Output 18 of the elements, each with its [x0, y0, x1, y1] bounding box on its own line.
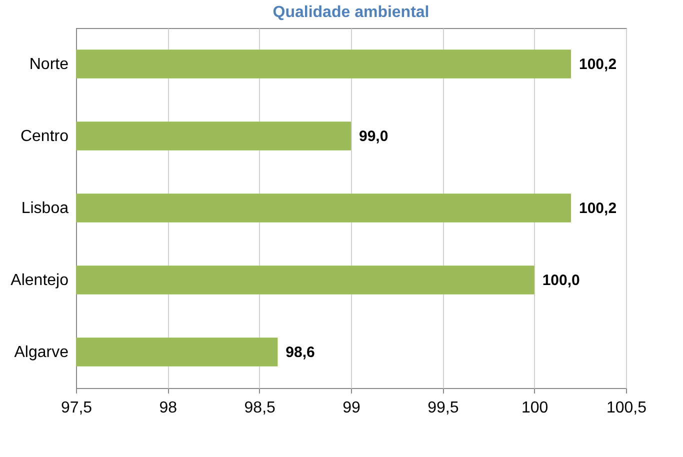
x-tick-label: 98: [159, 400, 178, 416]
x-tick-label: 98,5: [244, 400, 276, 416]
x-tick-label: 100,5: [606, 400, 647, 416]
x-tick-label: 100: [521, 400, 548, 416]
y-tick-label: Norte: [29, 56, 69, 73]
chart-title: Qualidade ambiental: [272, 4, 430, 21]
y-tick-label: Alentejo: [10, 272, 69, 289]
y-tick-label: Algarve: [14, 344, 69, 361]
y-tick-label: Lisboa: [21, 200, 69, 217]
y-tick-label: Centro: [20, 128, 69, 145]
x-tick-label: 99,5: [428, 400, 459, 416]
data-label: 99,0: [359, 128, 388, 145]
x-tick-label: 97,5: [60, 400, 92, 416]
data-label: 100,2: [579, 56, 617, 73]
data-label: 100,0: [542, 272, 580, 289]
data-label: 100,2: [579, 200, 617, 217]
data-label: 98,6: [286, 344, 315, 361]
x-tick-label: 99: [342, 400, 360, 416]
